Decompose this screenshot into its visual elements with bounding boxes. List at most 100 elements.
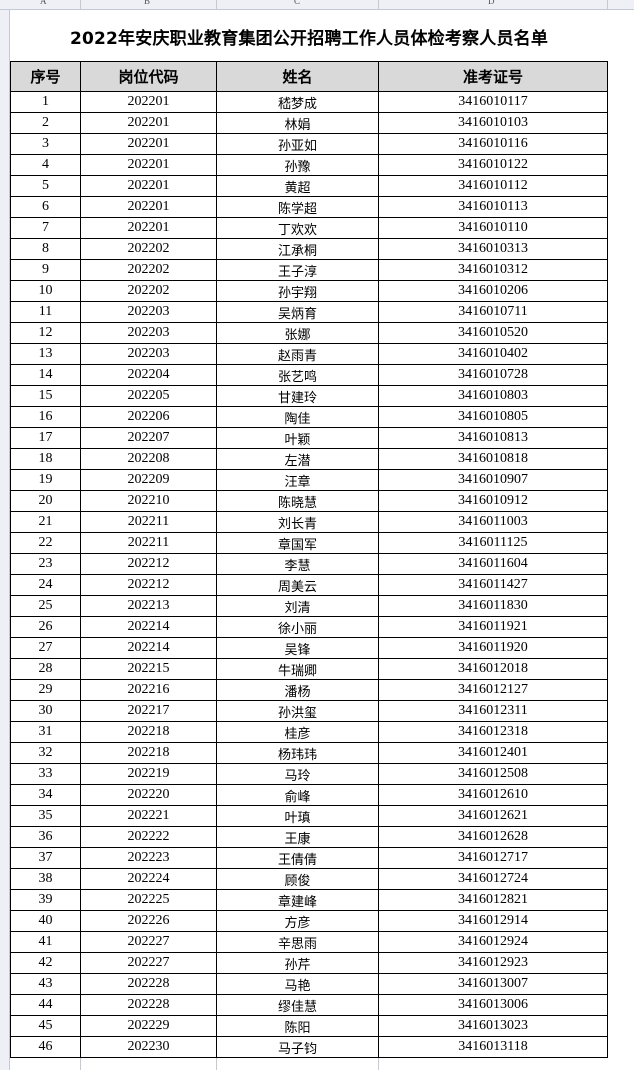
cell-exam-id[interactable]: 3416010813 <box>378 427 608 449</box>
cell-exam-id[interactable]: 3416012508 <box>378 763 608 785</box>
cell-position-code[interactable]: 202203 <box>80 301 217 323</box>
cell-index[interactable]: 38 <box>10 868 81 890</box>
cell-name[interactable]: 陈阳 <box>216 1015 379 1037</box>
cell-position-code[interactable]: 202228 <box>80 973 217 995</box>
cell-index[interactable]: 44 <box>10 994 81 1016</box>
cell-name[interactable]: 赵雨青 <box>216 343 379 365</box>
cell-index[interactable]: 43 <box>10 973 81 995</box>
cell-position-code[interactable]: 202201 <box>80 196 217 218</box>
cell-name[interactable]: 孙宇翔 <box>216 280 379 302</box>
cell-name[interactable]: 马子钧 <box>216 1036 379 1058</box>
cell-index[interactable]: 31 <box>10 721 81 743</box>
cell-exam-id[interactable]: 3416012610 <box>378 784 608 806</box>
cell-index[interactable]: 34 <box>10 784 81 806</box>
cell-exam-id[interactable]: 3416010110 <box>378 217 608 239</box>
cell-name[interactable]: 顾俊 <box>216 868 379 890</box>
cell-exam-id[interactable]: 3416012311 <box>378 700 608 722</box>
cell-index[interactable]: 7 <box>10 217 81 239</box>
cell-name[interactable]: 孙豫 <box>216 154 379 176</box>
cell-name[interactable]: 陶佳 <box>216 406 379 428</box>
cell-name[interactable]: 王康 <box>216 826 379 848</box>
cell-index[interactable]: 27 <box>10 637 81 659</box>
cell-index[interactable]: 40 <box>10 910 81 932</box>
cell-index[interactable]: 10 <box>10 280 81 302</box>
cell-index[interactable]: 41 <box>10 931 81 953</box>
cell-position-code[interactable]: 202229 <box>80 1015 217 1037</box>
cell-position-code[interactable]: 202214 <box>80 637 217 659</box>
cell-position-code[interactable]: 202206 <box>80 406 217 428</box>
cell-exam-id[interactable]: 3416012914 <box>378 910 608 932</box>
cell-exam-id[interactable]: 3416010206 <box>378 280 608 302</box>
cell-name[interactable]: 王子淳 <box>216 259 379 281</box>
header-name[interactable]: 姓名 <box>216 61 379 92</box>
cell-exam-id[interactable]: 3416010116 <box>378 133 608 155</box>
cell-index[interactable]: 30 <box>10 700 81 722</box>
cell-position-code[interactable]: 202203 <box>80 343 217 365</box>
cell-name[interactable]: 孙洪玺 <box>216 700 379 722</box>
cell-name[interactable]: 刘清 <box>216 595 379 617</box>
cell-index[interactable]: 26 <box>10 616 81 638</box>
cell-position-code[interactable]: 202201 <box>80 112 217 134</box>
cell-position-code[interactable]: 202204 <box>80 364 217 386</box>
cell-position-code[interactable]: 202220 <box>80 784 217 806</box>
cell-exam-id[interactable]: 3416010711 <box>378 301 608 323</box>
cell-position-code[interactable]: 202215 <box>80 658 217 680</box>
cell-exam-id[interactable]: 3416013007 <box>378 973 608 995</box>
header-position-code[interactable]: 岗位代码 <box>80 61 217 92</box>
cell-exam-id[interactable]: 3416012924 <box>378 931 608 953</box>
cell-index[interactable]: 11 <box>10 301 81 323</box>
cell-exam-id[interactable]: 3416012724 <box>378 868 608 890</box>
cell-name[interactable]: 汪章 <box>216 469 379 491</box>
cell-position-code[interactable]: 202218 <box>80 742 217 764</box>
cell-index[interactable]: 45 <box>10 1015 81 1037</box>
cell-name[interactable]: 方彦 <box>216 910 379 932</box>
cell-index[interactable]: 20 <box>10 490 81 512</box>
cell-position-code[interactable]: 202230 <box>80 1036 217 1058</box>
cell-name[interactable]: 陈晓慧 <box>216 490 379 512</box>
cell-index[interactable]: 15 <box>10 385 81 407</box>
cell-name[interactable]: 孙亚如 <box>216 133 379 155</box>
cell-position-code[interactable]: 202226 <box>80 910 217 932</box>
cell-exam-id[interactable]: 3416012717 <box>378 847 608 869</box>
cell-index[interactable]: 9 <box>10 259 81 281</box>
cell-index[interactable]: 4 <box>10 154 81 176</box>
cell-index[interactable]: 3 <box>10 133 81 155</box>
cell-name[interactable]: 陈学超 <box>216 196 379 218</box>
cell-exam-id[interactable]: 3416010912 <box>378 490 608 512</box>
cell-index[interactable]: 22 <box>10 532 81 554</box>
cell-name[interactable]: 嵇梦成 <box>216 91 379 113</box>
cell-index[interactable]: 19 <box>10 469 81 491</box>
cell-name[interactable]: 张艺鸣 <box>216 364 379 386</box>
cell-index[interactable]: 35 <box>10 805 81 827</box>
cell-exam-id[interactable]: 3416010402 <box>378 343 608 365</box>
cell-position-code[interactable]: 202219 <box>80 763 217 785</box>
cell-index[interactable]: 37 <box>10 847 81 869</box>
cell-exam-id[interactable]: 3416012628 <box>378 826 608 848</box>
cell-index[interactable]: 14 <box>10 364 81 386</box>
cell-exam-id[interactable]: 3416011003 <box>378 511 608 533</box>
cell-exam-id[interactable]: 3416011427 <box>378 574 608 596</box>
cell-exam-id[interactable]: 3416010907 <box>378 469 608 491</box>
cell-name[interactable]: 江承桐 <box>216 238 379 260</box>
cell-position-code[interactable]: 202227 <box>80 931 217 953</box>
cell-name[interactable]: 叶瑱 <box>216 805 379 827</box>
cell-position-code[interactable]: 202218 <box>80 721 217 743</box>
cell-position-code[interactable]: 202212 <box>80 553 217 575</box>
cell-name[interactable]: 牛瑞卿 <box>216 658 379 680</box>
cell-exam-id[interactable]: 3416010117 <box>378 91 608 113</box>
cell-position-code[interactable]: 202202 <box>80 259 217 281</box>
cell-index[interactable]: 32 <box>10 742 81 764</box>
cell-exam-id[interactable]: 3416012127 <box>378 679 608 701</box>
cell-name[interactable]: 丁欢欢 <box>216 217 379 239</box>
cell-position-code[interactable]: 202207 <box>80 427 217 449</box>
cell-position-code[interactable]: 202201 <box>80 133 217 155</box>
cell-index[interactable]: 17 <box>10 427 81 449</box>
cell-exam-id[interactable]: 3416011920 <box>378 637 608 659</box>
cell-name[interactable]: 马艳 <box>216 973 379 995</box>
cell-index[interactable]: 24 <box>10 574 81 596</box>
cell-index[interactable]: 13 <box>10 343 81 365</box>
cell-position-code[interactable]: 202227 <box>80 952 217 974</box>
cell-position-code[interactable]: 202212 <box>80 574 217 596</box>
cell-position-code[interactable]: 202211 <box>80 532 217 554</box>
cell-index[interactable]: 36 <box>10 826 81 848</box>
